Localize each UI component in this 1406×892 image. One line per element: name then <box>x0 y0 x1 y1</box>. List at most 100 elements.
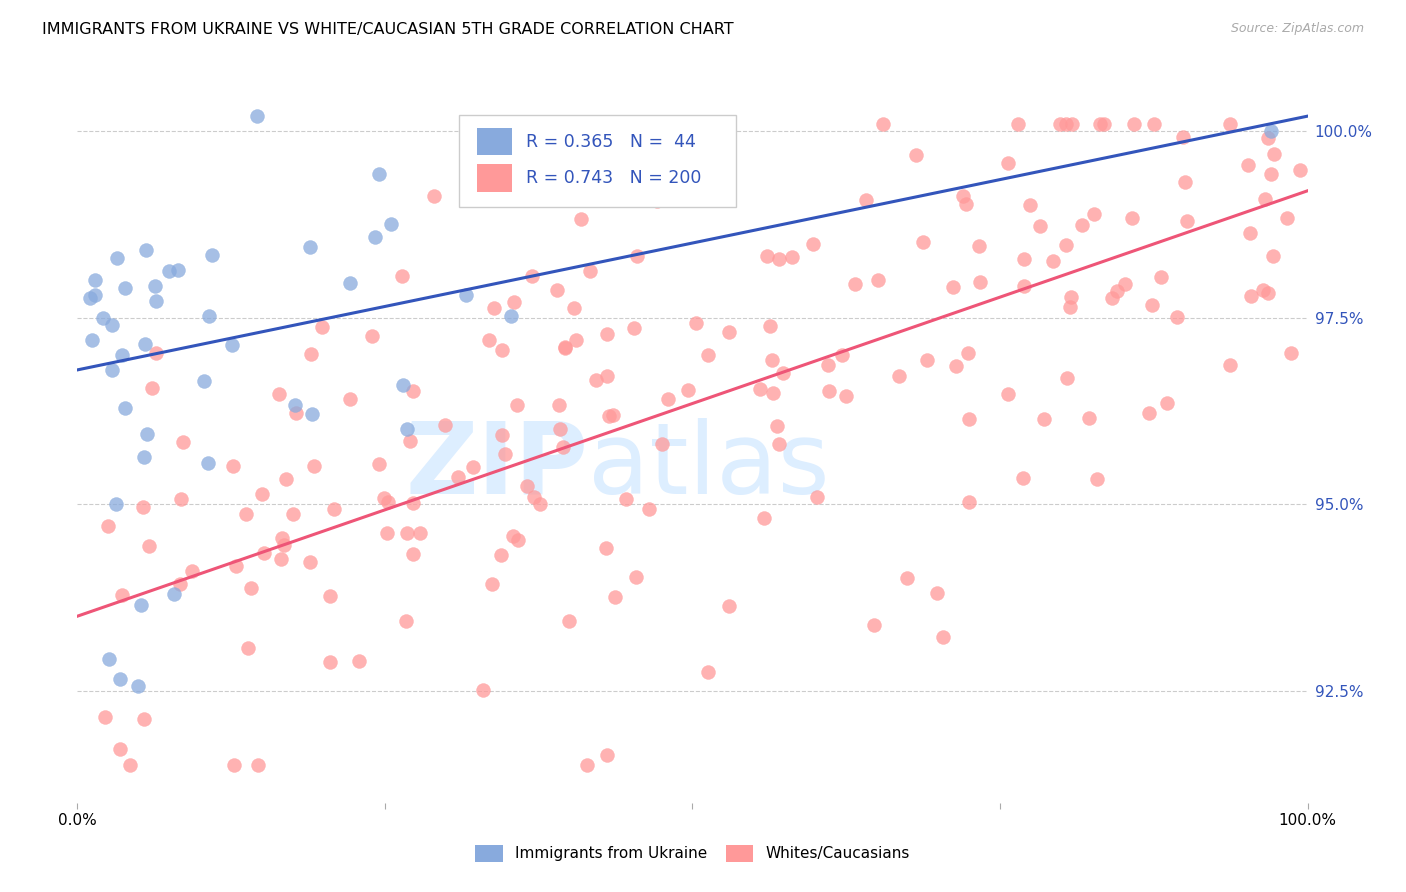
Point <box>198 309 221 323</box>
Point <box>768 436 790 450</box>
Point <box>1289 163 1312 178</box>
Point <box>596 369 619 384</box>
Point <box>1122 117 1144 131</box>
Point <box>598 409 620 424</box>
Point <box>284 398 307 412</box>
Point <box>957 346 980 360</box>
Point <box>697 348 720 362</box>
Point <box>1011 471 1033 485</box>
Point <box>1260 124 1282 138</box>
Point <box>1042 253 1064 268</box>
Point <box>380 217 402 231</box>
Point <box>245 109 267 123</box>
Point <box>489 548 512 562</box>
Point <box>548 422 571 436</box>
Point <box>478 333 501 347</box>
Point <box>523 490 546 504</box>
Point <box>120 758 142 772</box>
Point <box>319 589 342 603</box>
Point <box>127 679 149 693</box>
Point <box>163 587 186 601</box>
Point <box>129 598 152 612</box>
Point <box>866 272 889 286</box>
Point <box>221 338 243 352</box>
Point <box>84 273 107 287</box>
Point <box>364 230 387 244</box>
Point <box>93 709 115 723</box>
Point <box>271 531 294 545</box>
Point <box>391 269 413 284</box>
Point <box>396 525 419 540</box>
Point <box>952 189 974 203</box>
FancyBboxPatch shape <box>477 128 512 155</box>
Point <box>172 435 194 450</box>
Point <box>1171 130 1194 145</box>
Point <box>595 747 617 762</box>
Point <box>225 559 247 574</box>
Point <box>367 457 389 471</box>
Point <box>806 490 828 504</box>
Point <box>281 507 304 521</box>
Point <box>1260 167 1282 181</box>
Point <box>1071 219 1094 233</box>
Point <box>401 496 423 510</box>
Point <box>575 758 598 772</box>
Point <box>311 320 333 334</box>
Point <box>855 193 877 207</box>
Point <box>193 374 215 388</box>
Point <box>1166 310 1188 324</box>
Point <box>422 189 444 203</box>
Point <box>395 615 418 629</box>
Point <box>170 491 193 506</box>
Point <box>1150 269 1173 284</box>
Point <box>143 279 166 293</box>
Point <box>668 122 690 136</box>
Point <box>481 577 503 591</box>
Point <box>1049 117 1071 131</box>
Point <box>197 457 219 471</box>
Point <box>1054 238 1077 252</box>
Text: IMMIGRANTS FROM UKRAINE VS WHITE/CAUCASIAN 5TH GRADE CORRELATION CHART: IMMIGRANTS FROM UKRAINE VS WHITE/CAUCASI… <box>42 22 734 37</box>
Point <box>145 346 167 360</box>
Point <box>1257 131 1279 145</box>
Point <box>1140 298 1163 312</box>
Point <box>863 617 886 632</box>
Point <box>957 495 980 509</box>
Point <box>872 117 894 131</box>
Point <box>1114 277 1136 291</box>
Point <box>134 337 156 351</box>
Point <box>399 434 422 448</box>
Point <box>1143 117 1166 131</box>
Point <box>1032 411 1054 425</box>
Point <box>1239 289 1261 303</box>
Point <box>1174 175 1197 189</box>
Point <box>236 640 259 655</box>
Point <box>1029 219 1052 233</box>
Point <box>222 459 245 474</box>
Point <box>298 555 321 569</box>
Point <box>1056 371 1078 385</box>
Point <box>1137 406 1160 420</box>
Point <box>889 368 911 383</box>
Point <box>1014 252 1036 266</box>
Point <box>506 399 529 413</box>
Point <box>657 392 679 407</box>
Point <box>114 281 136 295</box>
Point <box>169 577 191 591</box>
Point <box>697 665 720 679</box>
Point <box>239 581 262 595</box>
Point <box>1062 117 1084 131</box>
Point <box>624 570 647 584</box>
Point <box>605 590 627 604</box>
Point <box>596 326 619 341</box>
Point <box>585 373 607 387</box>
Point <box>558 614 581 628</box>
Point <box>396 422 419 436</box>
Point <box>578 264 600 278</box>
Point <box>718 325 741 339</box>
FancyBboxPatch shape <box>477 164 512 192</box>
Point <box>546 283 568 297</box>
Point <box>749 383 772 397</box>
Point <box>844 277 866 291</box>
Point <box>502 529 524 543</box>
